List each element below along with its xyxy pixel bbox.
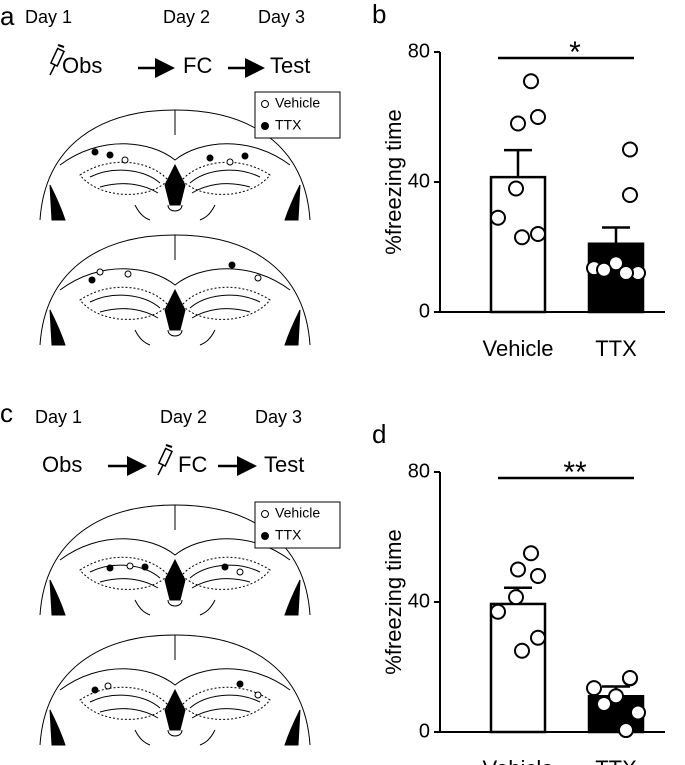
y-tick-label: 40 [408, 590, 430, 612]
legend-marker [261, 100, 269, 108]
brain-section [39, 109, 311, 346]
day-label: Day 2 [163, 7, 210, 27]
data-point [596, 261, 612, 278]
data-point [530, 568, 546, 584]
y-tick-label: 80 [408, 460, 430, 482]
legend-label: Vehicle [275, 505, 320, 521]
day-label: Day 3 [255, 407, 302, 427]
x-tick-label: Vehicle [483, 756, 554, 765]
day-label: Day 1 [35, 407, 82, 427]
data-point [530, 109, 546, 125]
legend-marker [261, 510, 269, 518]
legend-box [254, 91, 341, 139]
day-label: Day 3 [258, 7, 305, 27]
data-point [608, 255, 624, 272]
y-tick-label: 40 [408, 170, 430, 192]
y-tick-label: 0 [419, 720, 430, 742]
panel-label: d [372, 419, 386, 449]
data-point [596, 696, 612, 713]
injection-sites [88, 148, 262, 699]
y-tick-label: 80 [408, 40, 430, 62]
flow-arrows [108, 58, 265, 476]
step-label: FC [178, 452, 207, 477]
data-point [514, 642, 530, 659]
panel-label: b [372, 0, 386, 29]
legend-label: TTX [275, 527, 302, 543]
data-point [490, 603, 506, 620]
step-label: Test [264, 452, 304, 477]
x-tick-label: TTX [595, 336, 637, 361]
data-point [586, 680, 602, 697]
step-label: Obs [42, 452, 82, 477]
y-axis-label: %freezing time [381, 109, 406, 255]
data-point [618, 265, 634, 281]
legend-box [254, 501, 341, 549]
significance-label: ** [563, 456, 587, 489]
data-point [622, 187, 638, 203]
data-point [514, 229, 530, 246]
data-point [510, 115, 526, 132]
data-point [530, 226, 546, 242]
data-point [622, 670, 638, 687]
x-tick-label: Vehicle [483, 336, 554, 361]
legend-marker [261, 532, 269, 540]
bar [489, 175, 547, 314]
x-tick-label: TTX [595, 756, 637, 765]
day-label: Day 2 [160, 407, 207, 427]
step-label: Test [270, 53, 310, 78]
day-label: Day 1 [25, 7, 72, 27]
data-point [523, 73, 539, 90]
legend-marker [261, 122, 269, 130]
legend-label: TTX [275, 117, 302, 133]
data-point [490, 209, 506, 226]
data-point [530, 629, 546, 646]
data-point [622, 141, 638, 158]
y-tick-label: 0 [419, 300, 430, 322]
panel-label: c [0, 398, 13, 428]
data-point [608, 688, 624, 705]
data-point [618, 722, 634, 739]
panel-label: a [0, 1, 15, 31]
data-point [630, 704, 646, 721]
step-label: Obs [62, 53, 102, 78]
data-point [523, 545, 539, 562]
bar [489, 602, 547, 734]
y-axis-label: %freezing time [381, 529, 406, 675]
step-label: FC [183, 53, 212, 78]
legend-label: Vehicle [275, 95, 320, 111]
data-point [508, 180, 524, 197]
data-point [510, 561, 526, 578]
significance-label: * [569, 36, 581, 69]
data-point [508, 589, 524, 606]
